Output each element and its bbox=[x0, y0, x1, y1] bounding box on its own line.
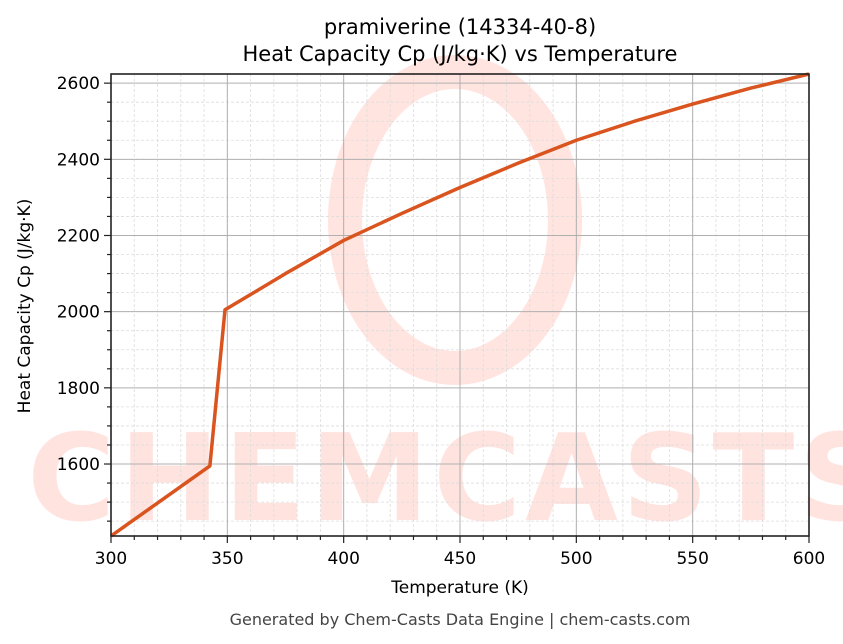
x-tick-label: 400 bbox=[327, 549, 359, 569]
y-tick-label: 1800 bbox=[57, 379, 100, 399]
watermark-logo: CHEMCASTS bbox=[27, 55, 843, 549]
cp-line bbox=[109, 72, 810, 538]
y-tick-label: 2600 bbox=[57, 74, 100, 94]
x-tick-label: 350 bbox=[211, 549, 243, 569]
chart-subtitle: Heat Capacity Cp (J/kg·K) vs Temperature bbox=[243, 42, 678, 66]
y-axis: 1600 1800 2000 2200 2400 2600 bbox=[57, 74, 111, 522]
y-axis-label: Heat Capacity Cp (J/kg·K) bbox=[15, 199, 35, 414]
x-tick-label: 300 bbox=[95, 549, 127, 569]
y-tick-label: 1600 bbox=[57, 455, 100, 475]
y-tick-label: 2000 bbox=[57, 303, 100, 323]
y-tick-label: 2400 bbox=[57, 150, 100, 170]
footer-credit: Generated by Chem-Casts Data Engine | ch… bbox=[230, 610, 691, 629]
x-tick-label: 450 bbox=[444, 549, 476, 569]
x-tick-label: 600 bbox=[793, 549, 825, 569]
x-tick-label: 500 bbox=[560, 549, 592, 569]
x-axis: 300 350 400 450 500 550 600 bbox=[95, 536, 825, 569]
chart-title: pramiverine (14334-40-8) bbox=[324, 15, 596, 39]
y-tick-label: 2200 bbox=[57, 226, 100, 246]
x-axis-label: Temperature (K) bbox=[390, 578, 529, 598]
x-tick-label: 550 bbox=[676, 549, 708, 569]
svg-text:CHEMCASTS: CHEMCASTS bbox=[27, 410, 843, 549]
